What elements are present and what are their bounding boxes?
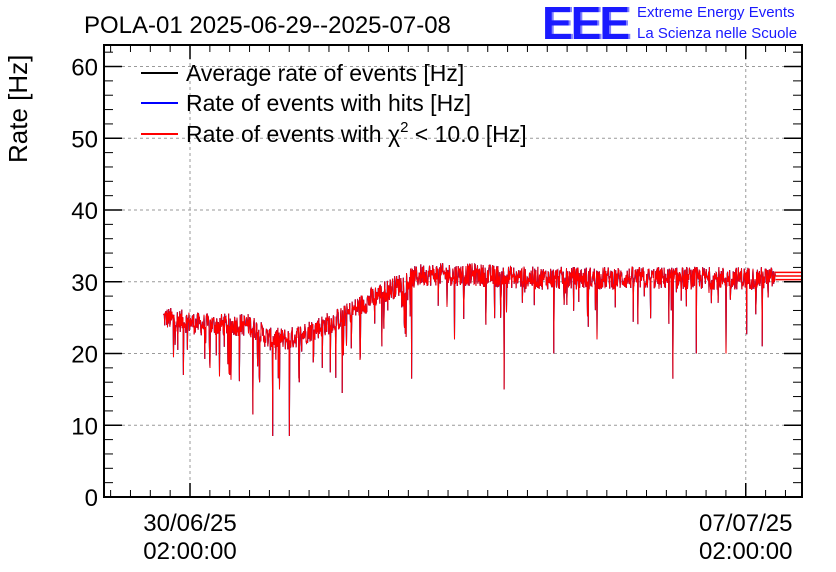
- y-tick-label: 30: [71, 270, 98, 297]
- eee-logo-letters: EEE: [542, 0, 630, 49]
- legend-label: Rate of events with hits [Hz]: [186, 90, 471, 116]
- x-tick-label-time: 02:00:00: [699, 538, 792, 565]
- eee-logo: EEE Extreme Energy Events La Scienza nel…: [542, 0, 832, 49]
- y-tick-label: 40: [71, 198, 98, 225]
- series-chi2-line: [163, 263, 776, 437]
- axis-labels: 010203040506030/06/2502:00:0007/07/2502:…: [71, 55, 792, 565]
- x-tick-label-date: 07/07/25: [699, 510, 792, 537]
- logo-line-2: La Scienza nelle Scuole: [637, 25, 798, 42]
- series-hits-line: [163, 263, 776, 437]
- series-average-line: [163, 263, 776, 437]
- axis-ticks: [104, 45, 802, 498]
- legend-label: Rate of events with χ2 < 10.0 [Hz]: [186, 119, 527, 147]
- data-series: [163, 263, 802, 437]
- legend-label: Average rate of events [Hz]: [186, 60, 464, 86]
- legend: Average rate of events [Hz] Rate of event…: [141, 60, 527, 147]
- y-tick-label: 60: [71, 55, 98, 82]
- y-tick-label: 20: [71, 342, 98, 369]
- y-tick-label: 10: [71, 413, 98, 440]
- x-tick-label-time: 02:00:00: [143, 538, 236, 565]
- chart-title: POLA-01 2025-06-29--2025-07-08: [84, 12, 451, 39]
- grid-lines: [104, 45, 802, 497]
- logo-line-1: Extreme Energy Events: [637, 4, 795, 21]
- x-tick-label-date: 30/06/25: [143, 510, 236, 537]
- plot-frame: [103, 44, 803, 498]
- y-tick-label: 0: [85, 485, 98, 512]
- y-tick-label: 50: [71, 126, 98, 153]
- y-axis-label: Rate [Hz]: [3, 55, 33, 163]
